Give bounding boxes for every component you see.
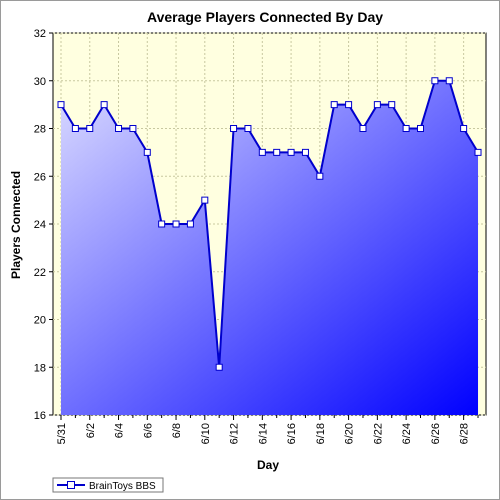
y-axis-title: Players Connected <box>9 171 23 279</box>
x-tick-label: 6/20 <box>344 423 356 444</box>
chart-title: Average Players Connected By Day <box>147 9 383 25</box>
data-point-6-23 <box>388 101 396 109</box>
legend-label: BrainToys BBS <box>89 481 156 492</box>
legend-marker-swatch <box>67 481 75 489</box>
y-tick-label: 20 <box>34 315 46 327</box>
x-tick-label: 6/28 <box>459 423 471 444</box>
y-axis-ticks: 16 18 20 22 24 26 28 30 32 <box>34 28 53 422</box>
data-point-6-27 <box>445 77 453 85</box>
data-point-6-15 <box>273 148 281 156</box>
x-tick-label: 6/10 <box>200 423 212 444</box>
x-tick-label: 6/24 <box>401 423 413 444</box>
data-point-6-14 <box>258 148 266 156</box>
data-point-6-9 <box>186 220 194 228</box>
series-markers <box>57 77 482 371</box>
x-axis-ticks: 5/31 6/2 6/4 6/6 6/8 6/10 6/12 6/14 6/16 6/18 6/20… <box>56 415 479 444</box>
data-point-6-19 <box>330 101 338 109</box>
y-tick-label: 32 <box>34 28 46 40</box>
data-point-6-29 <box>474 148 482 156</box>
y-tick-label: 16 <box>34 410 46 422</box>
data-point-6-25 <box>417 125 424 132</box>
data-point-6-5 <box>129 125 137 132</box>
data-point-6-26 <box>431 77 439 85</box>
x-axis-title: Day <box>257 458 279 472</box>
y-tick-label: 30 <box>34 76 46 88</box>
y-tick-label: 18 <box>34 362 46 374</box>
data-point-6-20 <box>345 101 353 109</box>
legend: BrainToys BBS <box>52 477 164 493</box>
y-tick-label: 24 <box>34 219 46 231</box>
y-tick-label: 28 <box>34 124 46 136</box>
series-area-fill <box>61 80 479 415</box>
data-point-6-18 <box>316 172 324 180</box>
x-tick-label: 6/6 <box>142 423 154 438</box>
x-tick-label: 6/2 <box>85 423 97 438</box>
x-tick-label: 6/22 <box>372 423 384 444</box>
data-point-6-16 <box>287 148 295 156</box>
data-point-6-1 <box>71 125 79 132</box>
data-point-6-24 <box>402 125 410 132</box>
y-tick-label: 26 <box>34 171 46 183</box>
x-tick-label: 5/31 <box>56 423 68 444</box>
data-point-6-3 <box>100 101 108 109</box>
x-tick-label: 6/8 <box>171 423 183 438</box>
data-point-6-4 <box>115 125 123 132</box>
data-point-5-31 <box>57 101 65 109</box>
data-point-6-22 <box>373 101 381 109</box>
x-tick-label: 6/14 <box>257 423 269 444</box>
x-tick-label: 6/16 <box>286 423 298 444</box>
data-point-6-7 <box>158 220 166 228</box>
y-tick-label: 22 <box>34 267 46 279</box>
data-point-6-10 <box>201 196 209 204</box>
data-point-6-11 <box>215 363 223 371</box>
data-point-6-6 <box>143 148 151 156</box>
x-tick-label: 6/18 <box>315 423 327 444</box>
data-point-6-8 <box>172 220 180 228</box>
data-point-6-13 <box>244 125 252 132</box>
x-tick-label: 6/26 <box>430 423 442 444</box>
data-point-6-12 <box>230 125 238 132</box>
x-tick-label: 6/4 <box>114 423 126 438</box>
data-point-6-21 <box>359 125 367 132</box>
data-point-6-17 <box>301 148 309 156</box>
data-point-6-28 <box>460 125 468 132</box>
legend-box <box>52 477 164 493</box>
data-point-6-2 <box>86 125 94 132</box>
x-tick-label: 6/12 <box>229 423 241 444</box>
